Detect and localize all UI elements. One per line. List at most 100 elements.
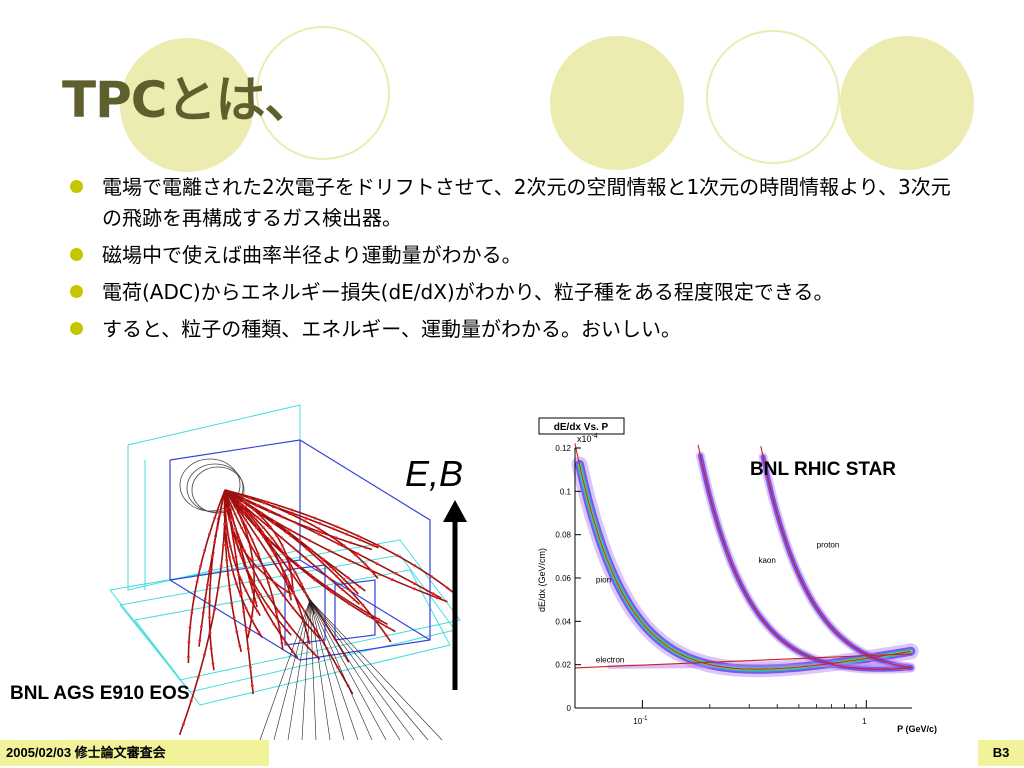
track-hit (228, 587, 232, 591)
kaon-curve (697, 444, 911, 670)
beam-line (273, 599, 311, 740)
track-hit (234, 540, 238, 544)
track-hit (261, 516, 264, 520)
track-hit (275, 534, 279, 538)
track-hit (299, 638, 303, 642)
track-hit (280, 573, 283, 576)
track-hit (218, 512, 222, 516)
track-hit (256, 593, 260, 597)
track-hit (366, 614, 369, 617)
track-hit (281, 636, 285, 640)
track-hit (256, 536, 260, 540)
track-hit (215, 526, 219, 530)
page-number: B3 (992, 745, 1010, 760)
particle-tracks (178, 489, 455, 736)
x-tick-label: 1 (862, 717, 867, 726)
track-hit (206, 583, 209, 587)
track-hit (358, 585, 362, 589)
beam-line (301, 599, 311, 740)
track-hit (208, 532, 211, 536)
track-hit (203, 597, 207, 601)
track-hit (267, 581, 270, 584)
track-hit (242, 512, 246, 516)
y-tick-label: 0.06 (555, 574, 571, 583)
left-figure-label: BNL AGS E910 EOS (10, 683, 190, 704)
track-hit (267, 510, 271, 513)
track-hit (239, 554, 243, 558)
decor-circle-2 (256, 26, 390, 160)
beam-line (287, 599, 311, 740)
beam-lines (259, 599, 443, 740)
track-hit (209, 647, 213, 650)
track-hit (304, 557, 308, 560)
track-hit (270, 536, 274, 540)
track-hit (264, 574, 268, 577)
track-hit (363, 562, 367, 566)
track-hit (308, 539, 311, 542)
track-hit (356, 534, 360, 538)
bullet-item: 電場で電離された2次電子をドリフトさせて、2次元の空間情報と1次元の時間情報より… (70, 172, 960, 234)
bullet-dot-icon (70, 248, 83, 261)
track-hit (244, 606, 248, 610)
track-hit (288, 594, 292, 597)
track-hit (255, 504, 258, 508)
track-hit (244, 628, 248, 632)
track-hit (228, 555, 231, 558)
track-hit (307, 526, 310, 529)
track-hit (276, 506, 280, 510)
track-hit (224, 543, 228, 547)
track-hit (395, 554, 399, 557)
track-hit (255, 554, 258, 557)
track-hit (431, 592, 435, 596)
footer-page-box: B3 (978, 740, 1024, 766)
track-hit (260, 511, 264, 515)
bullet-text: 電荷(ADC)からエネルギー損失(dE/dX)がわかり、粒子種をある程度限定でき… (102, 280, 834, 304)
track-hit (201, 611, 205, 615)
beam-line (309, 599, 415, 740)
track-hit (359, 607, 363, 611)
track-hit (208, 630, 212, 634)
track-hit (248, 557, 252, 560)
electron-curve (574, 653, 913, 669)
chart-title-box (538, 417, 625, 435)
track-hit (375, 562, 379, 565)
track-hit (273, 520, 277, 524)
track-hit (229, 545, 232, 548)
track-hit (240, 526, 244, 530)
track-hit (280, 543, 284, 547)
track-hit (349, 541, 352, 545)
track-hit (348, 589, 352, 592)
beam-line (309, 599, 387, 740)
x-tick-label: 10-1 (633, 716, 648, 726)
track-hit (208, 584, 212, 587)
particle-track (208, 489, 226, 671)
track-hit (266, 500, 270, 504)
track-hit (242, 500, 246, 504)
track-hit (216, 586, 220, 590)
beam-line (309, 599, 331, 740)
particle-track (198, 489, 226, 647)
chart-background (517, 410, 942, 740)
track-hit (321, 558, 324, 561)
track-hit (250, 565, 254, 568)
y-axis-label: dE/dx (GeV/cm) (537, 548, 547, 612)
track-hit (334, 566, 337, 570)
field-arrow-icon (443, 500, 467, 690)
track-hit (278, 561, 281, 565)
track-hit (213, 608, 216, 612)
decor-circle-5 (840, 36, 974, 170)
x-axis-label: P (GeV/c) (897, 724, 937, 734)
track-hit (225, 558, 229, 562)
track-hit (195, 580, 199, 584)
track-hit (252, 599, 256, 603)
track-hit (293, 570, 297, 574)
kaon-label: kaon (758, 556, 775, 565)
track-hit (277, 610, 281, 613)
particle-track (224, 489, 321, 639)
track-hit (261, 531, 265, 534)
track-hit (384, 633, 388, 637)
track-hit (221, 543, 225, 547)
track-hit (254, 521, 258, 525)
field-label: E,B (405, 453, 463, 494)
bullet-text: 磁場中で使えば曲率半径より運動量がわかる。 (102, 243, 522, 267)
